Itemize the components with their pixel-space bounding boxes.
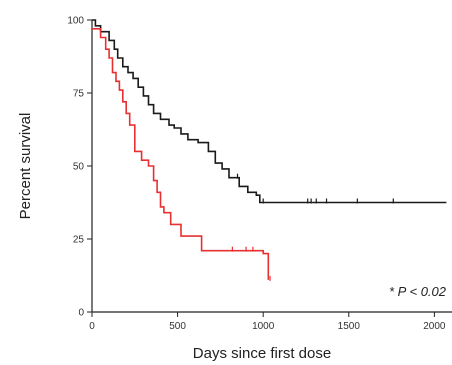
y-tick-label: 75: [73, 89, 85, 100]
x-axis-title: Days since first dose: [193, 345, 331, 362]
x-ticks: 0 500 1000 1500 2000: [89, 312, 446, 332]
y-tick-label: 0: [78, 308, 84, 319]
y-ticks: 0 25 50 75 100: [67, 16, 92, 319]
y-tick-label: 50: [73, 162, 85, 173]
x-tick-label: 1000: [252, 321, 275, 332]
series-layer: [92, 19, 447, 281]
y-axis-title: Percent survival: [17, 113, 34, 220]
survival-curve-1: [92, 19, 447, 204]
survival-curve-2: [92, 28, 270, 280]
plot-area: [91, 20, 452, 313]
significance-annotation: * P < 0.02: [389, 284, 447, 299]
x-tick-label: 0: [89, 321, 95, 332]
y-tick-label: 25: [73, 235, 85, 246]
x-tick-label: 1500: [338, 321, 361, 332]
x-tick-label: 500: [169, 321, 186, 332]
y-tick-label: 100: [67, 16, 84, 27]
x-tick-label: 2000: [423, 321, 446, 332]
